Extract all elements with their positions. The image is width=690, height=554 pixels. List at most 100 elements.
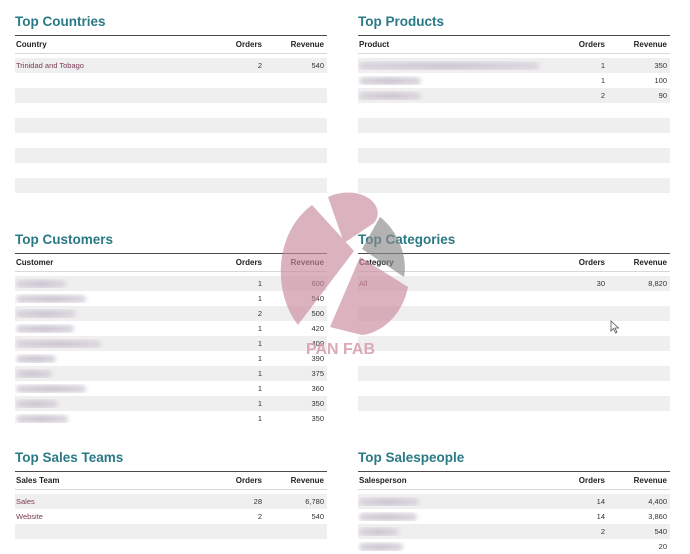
row-orders: 1 (257, 384, 262, 393)
table-row[interactable]: Trinidad and Tobago 2 540 (15, 58, 327, 73)
redacted-text (16, 385, 86, 393)
table-row[interactable]: Website 2 540 (15, 509, 327, 524)
column-header-product[interactable]: Product (359, 40, 390, 49)
table-row[interactable] (15, 163, 327, 178)
table-row[interactable] (15, 133, 327, 148)
table-row[interactable]: Sales 28 6,780 (15, 494, 327, 509)
table-row[interactable]: 2 90 (358, 88, 670, 103)
row-revenue: 500 (311, 309, 324, 318)
panel-top-countries: Top Countries Country Orders Revenue Tri… (15, 12, 327, 208)
column-header-orders[interactable]: Orders (578, 40, 605, 49)
column-header-category[interactable]: Category (359, 258, 394, 267)
table-row[interactable] (358, 336, 670, 351)
table-row[interactable]: 14 4,400 (358, 494, 670, 509)
table-row[interactable] (358, 178, 670, 193)
row-revenue: 420 (311, 324, 324, 333)
table-row[interactable]: 1 350 (15, 411, 327, 426)
table-row[interactable] (358, 396, 670, 411)
table-header: Country Orders Revenue (15, 36, 327, 54)
table-row[interactable] (358, 306, 670, 321)
table-row[interactable] (358, 163, 670, 178)
row-name: Sales (16, 497, 35, 506)
table-row[interactable] (358, 103, 670, 118)
divider (358, 471, 670, 472)
panel-title: Top Customers (15, 232, 114, 247)
table-row[interactable]: 1 360 (15, 381, 327, 396)
column-header-revenue[interactable]: Revenue (633, 476, 667, 485)
column-header-orders[interactable]: Orders (578, 476, 605, 485)
row-name: Website (16, 512, 43, 521)
table-header: Salesperson Orders Revenue (358, 472, 670, 490)
table-row[interactable] (358, 133, 670, 148)
table-row[interactable] (15, 118, 327, 133)
column-header-orders[interactable]: Orders (578, 258, 605, 267)
table-row[interactable] (358, 118, 670, 133)
row-revenue: 20 (658, 542, 667, 551)
column-header-country[interactable]: Country (16, 40, 47, 49)
column-header-revenue[interactable]: Revenue (633, 258, 667, 267)
redacted-text (16, 280, 66, 288)
table-row[interactable] (15, 524, 327, 539)
panel-title: Top Salespeople (358, 450, 465, 465)
column-header-revenue[interactable]: Revenue (633, 40, 667, 49)
row-orders: 1 (257, 414, 262, 423)
redacted-text (16, 370, 52, 378)
table-row[interactable] (358, 366, 670, 381)
redacted-text (359, 528, 399, 536)
column-header-salesperson[interactable]: Salesperson (359, 476, 407, 485)
table-row[interactable]: 1 100 (358, 73, 670, 88)
table-row[interactable] (15, 148, 327, 163)
table-row[interactable]: 1 420 (15, 321, 327, 336)
column-header-orders[interactable]: Orders (235, 476, 262, 485)
table-header: Product Orders Revenue (358, 36, 670, 54)
row-name (358, 76, 549, 85)
redacted-text (16, 400, 58, 408)
panel-title: Top Sales Teams (15, 450, 124, 465)
redacted-text (359, 543, 403, 551)
row-orders: 1 (257, 294, 262, 303)
table-row[interactable]: 2 540 (358, 524, 670, 539)
panel-title: Top Products (358, 14, 444, 29)
table-row[interactable] (15, 73, 327, 88)
row-revenue: 390 (311, 354, 324, 363)
table-row[interactable] (358, 148, 670, 163)
row-name (15, 294, 206, 303)
redacted-text (359, 77, 421, 85)
redacted-text (16, 295, 86, 303)
redacted-text (359, 62, 539, 70)
row-name (358, 91, 549, 100)
table-row[interactable]: 1 400 (15, 336, 327, 351)
column-header-revenue[interactable]: Revenue (290, 476, 324, 485)
redacted-text (16, 340, 101, 348)
column-header-revenue[interactable]: Revenue (290, 40, 324, 49)
row-orders: 2 (257, 309, 262, 318)
table-row[interactable] (15, 88, 327, 103)
table-row[interactable]: 1 350 (358, 58, 670, 73)
column-header-customer[interactable]: Customer (16, 258, 54, 267)
table-row[interactable] (15, 178, 327, 193)
table-row[interactable] (358, 381, 670, 396)
divider (358, 35, 670, 36)
table-header: Category Orders Revenue (358, 254, 670, 272)
table-row[interactable] (15, 103, 327, 118)
redacted-text (359, 513, 417, 521)
table-row[interactable]: 14 3,860 (358, 509, 670, 524)
row-name (15, 309, 206, 318)
table-row[interactable]: 1 390 (15, 351, 327, 366)
column-header-orders[interactable]: Orders (235, 40, 262, 49)
column-header-sales-team[interactable]: Sales Team (16, 476, 60, 485)
table-row[interactable]: 2 500 (15, 306, 327, 321)
column-header-orders[interactable]: Orders (235, 258, 262, 267)
row-revenue: 3,860 (648, 512, 667, 521)
watermark-text: PAN FAB (306, 341, 376, 358)
row-orders: 28 (253, 497, 262, 506)
row-revenue: 8,820 (648, 279, 667, 288)
row-revenue: 350 (311, 399, 324, 408)
row-orders: 14 (596, 497, 605, 506)
row-revenue: 375 (311, 369, 324, 378)
table-row[interactable] (358, 411, 670, 426)
table-row[interactable]: 20 (358, 539, 670, 554)
row-revenue: 4,400 (648, 497, 667, 506)
table-row[interactable]: 1 350 (15, 396, 327, 411)
table-row[interactable]: 1 375 (15, 366, 327, 381)
